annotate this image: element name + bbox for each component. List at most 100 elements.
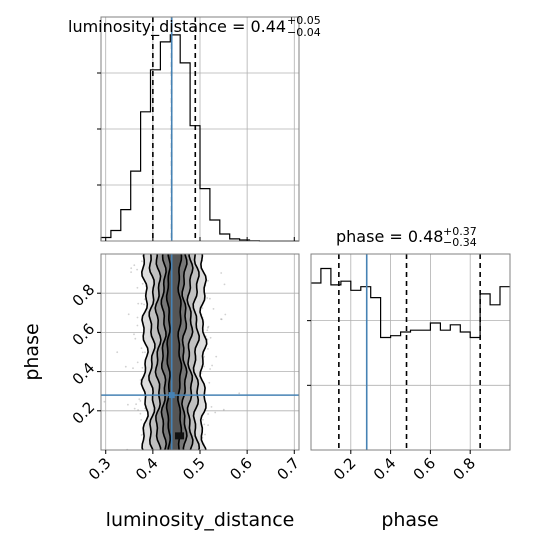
xticklabel-phase-2: 0.6	[410, 454, 440, 484]
yticklabel-phase-1: 0.4	[69, 359, 99, 389]
scatter-point	[133, 407, 136, 410]
scatter-point	[209, 297, 211, 300]
scatter-point	[206, 297, 209, 299]
scatter-point	[140, 419, 143, 421]
title-luminosity-distance-sub: −0.04	[287, 26, 321, 39]
scatter-point	[139, 400, 142, 402]
scatter-point	[238, 392, 241, 395]
scatter-point	[140, 434, 143, 436]
scatter-point	[141, 282, 144, 285]
xlabel-phase: phase	[381, 509, 438, 531]
title-luminosity-distance-sup: +0.05	[287, 14, 321, 27]
truth-point	[168, 392, 175, 399]
scatter-point	[137, 409, 140, 411]
title-phase-sup: +0.37	[443, 225, 477, 238]
scatter-point	[140, 302, 143, 305]
scatter-point	[133, 333, 135, 336]
xticklabel-phase-1: 0.4	[370, 454, 400, 484]
title-luminosity-distance: luminosity_distance = 0.44	[68, 17, 286, 37]
scatter-point	[138, 398, 141, 400]
hist-phase	[311, 267, 510, 339]
scatter-point	[136, 361, 139, 364]
contour-left-0	[140, 254, 149, 450]
scatter-point	[143, 298, 146, 301]
contour-right-3	[181, 254, 188, 450]
scatter-point	[103, 400, 106, 403]
contour-left-2	[154, 254, 162, 450]
xticklabel-luminosity-distance-4: 0.7	[274, 454, 304, 484]
scatter-point	[220, 318, 223, 321]
scatter-point	[141, 260, 143, 263]
scatter-point	[136, 286, 139, 289]
xticklabel-luminosity-distance-1: 0.4	[132, 454, 162, 484]
scatter-point	[135, 403, 138, 406]
scatter-point	[212, 308, 215, 310]
scatter-point	[220, 272, 223, 274]
scatter-point	[140, 347, 143, 350]
scatter-point	[203, 355, 206, 358]
xticklabel-luminosity-distance-2: 0.5	[179, 454, 209, 484]
scatter-point	[207, 413, 210, 415]
scatter-point	[207, 424, 210, 426]
scatter-point	[127, 403, 129, 406]
scatter-point	[215, 355, 218, 358]
scatter-point	[133, 264, 136, 267]
yticklabel-phase-0: 0.2	[69, 398, 99, 428]
scatter-point	[203, 423, 206, 426]
contour-left-3	[160, 254, 168, 450]
scatter-point	[204, 433, 206, 436]
contour-left-4	[165, 254, 172, 450]
scatter-point	[220, 318, 222, 320]
scatter-point	[141, 366, 144, 369]
contour-right-0	[199, 254, 208, 450]
scatter-point	[203, 365, 206, 368]
scatter-point	[116, 351, 119, 354]
ylabel-phase: phase	[21, 323, 43, 380]
scatter-point	[130, 271, 133, 273]
ticks: 0.3 0.4 0.5 0.6 0.7 0.2 0.2 0.4 0.4 0.6 0.6 0.8 0.8	[69, 72, 479, 484]
scatter-point	[136, 268, 139, 271]
scatter-point	[136, 324, 139, 327]
scatter-point	[207, 279, 209, 282]
density-contours	[140, 254, 208, 450]
scatter-point	[143, 303, 146, 306]
scatter-point	[222, 408, 225, 411]
scatter-point	[207, 325, 210, 328]
scatter-point	[141, 351, 144, 354]
xticklabel-luminosity-distance-0: 0.3	[85, 454, 115, 484]
scatter-point	[207, 326, 209, 329]
xticklabel-phase-3: 0.8	[449, 454, 479, 484]
scatter-point	[127, 313, 130, 316]
xticklabel-phase-0: 0.2	[330, 454, 360, 484]
scatter-point	[202, 418, 204, 421]
scatter-point	[137, 302, 140, 305]
scatter-point	[136, 316, 139, 319]
scatter-point	[201, 307, 204, 309]
scatter-point	[206, 329, 209, 332]
scatter-point	[210, 406, 213, 408]
scatter-point	[209, 336, 212, 339]
title-luminosity-distance-main: luminosity_distance = 0.44	[68, 17, 286, 37]
scatter-point	[130, 267, 133, 270]
scatter-point	[124, 365, 127, 368]
scatter-point	[208, 381, 211, 384]
frame-h2	[310, 253, 511, 451]
contour-core	[175, 432, 185, 440]
contour-right-2	[186, 254, 194, 450]
title-phase-main: phase = 0.48	[336, 227, 443, 246]
scatter-point	[209, 368, 212, 370]
scatter-point	[224, 313, 227, 316]
title-phase-sub: −0.34	[443, 236, 477, 249]
yticklabel-phase-2: 0.6	[69, 320, 99, 350]
scatter-point	[223, 283, 226, 286]
scatter-point	[132, 367, 134, 370]
scatter-point	[144, 351, 146, 354]
xticklabel-luminosity-distance-3: 0.6	[226, 454, 256, 484]
scatter-point	[214, 411, 217, 414]
yticklabel-phase-3: 0.8	[69, 280, 99, 310]
scatter-point	[139, 412, 142, 415]
truth-and-quantile-lines	[101, 17, 481, 450]
contour-right-4	[177, 254, 183, 450]
xlabel-luminosity-distance: luminosity_distance	[106, 509, 295, 531]
